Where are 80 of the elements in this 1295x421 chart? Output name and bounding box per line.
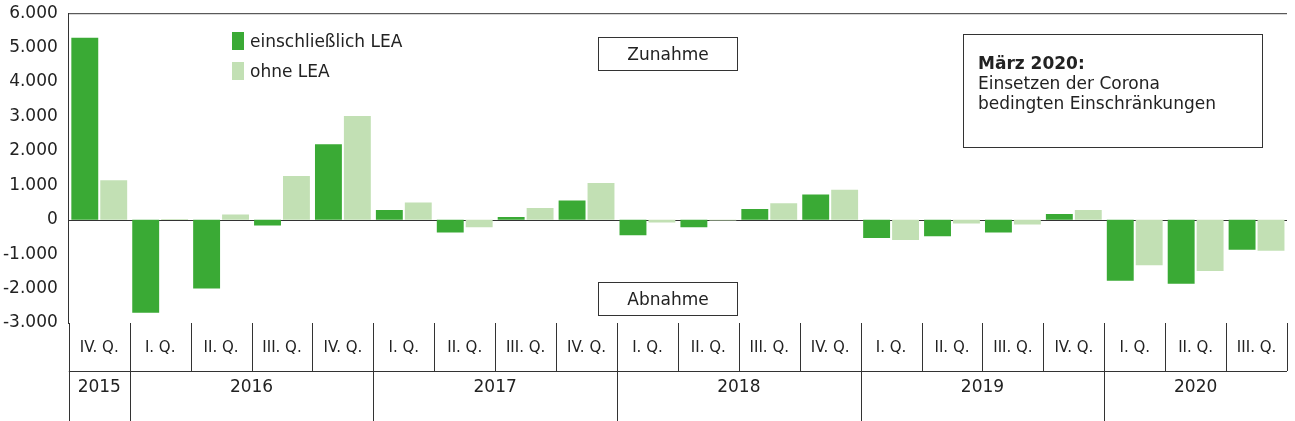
annotation: Einsetzen der Corona bedingten Einschränkungen	[978, 73, 1217, 113]
y-tick-label: 6.000	[9, 1, 58, 22]
bar	[1196, 219, 1224, 272]
bar	[436, 219, 464, 233]
y-tick-label: 2.000	[9, 139, 58, 160]
x-tick-label: III. Q.	[993, 337, 1033, 356]
note-box: März 2020: Einsetzen der Corona bedingten Einschränkungen	[963, 34, 1263, 148]
legend-label: ohne LEA	[250, 61, 330, 81]
x-tick-label: IV. Q.	[323, 337, 363, 356]
y-tick-label: 1.000	[9, 173, 58, 194]
bar	[465, 219, 493, 228]
bar	[984, 219, 1012, 233]
y-tick-label: 4.000	[9, 70, 58, 91]
x-tick-label: III. Q.	[749, 337, 789, 356]
x-tick-label: III. Q.	[262, 337, 302, 356]
x-tick-label: IV. Q.	[79, 337, 119, 356]
x-tick-label: IV. Q.	[567, 337, 606, 356]
y-tick-label: 0	[46, 208, 58, 229]
bar	[100, 180, 128, 220]
bar	[283, 176, 310, 220]
x-tick-label: III. Q.	[1236, 337, 1277, 356]
bar	[404, 202, 432, 220]
text-box: Zunahme	[598, 37, 738, 71]
y-tick-label: -1.000	[2, 242, 58, 263]
bar	[132, 219, 160, 313]
y-tick-label: 5.000	[9, 36, 58, 57]
bar	[924, 219, 951, 237]
x-tick-label: I. Q.	[875, 337, 907, 356]
bar	[863, 219, 891, 238]
bar	[1074, 210, 1102, 220]
bar	[1228, 219, 1256, 250]
x-tick-label: II. Q.	[1178, 337, 1214, 356]
x-tick-label: II. Q.	[934, 337, 970, 356]
bar	[802, 194, 830, 220]
x-tick-label: I. Q.	[388, 337, 420, 356]
y-tick-label: -3.000	[2, 311, 58, 332]
bar	[680, 219, 708, 228]
bar	[1045, 213, 1073, 220]
y-tick-label: 3.000	[9, 104, 58, 125]
bar	[343, 116, 371, 220]
text: 2020	[1174, 376, 1218, 397]
bar	[1135, 219, 1163, 266]
bar	[587, 182, 615, 220]
legend-label: einschließlich LEA	[250, 31, 403, 51]
bar	[71, 37, 99, 220]
bar	[953, 219, 980, 224]
x-tick-label: III. Q.	[505, 337, 546, 356]
bar	[619, 219, 647, 236]
text: 2017	[473, 376, 517, 397]
text: 2019	[960, 376, 1005, 397]
bar	[526, 208, 554, 220]
bar	[222, 214, 249, 220]
text: 2018	[717, 376, 761, 397]
x-tick-label: IV. Q.	[1054, 337, 1094, 356]
x-tick-label: I. Q.	[632, 337, 663, 356]
bar	[892, 219, 920, 241]
bar	[1257, 219, 1285, 251]
bar	[193, 219, 221, 289]
bar	[1106, 219, 1134, 281]
text: 2016	[229, 376, 274, 397]
text-box: Abnahme	[598, 282, 738, 316]
bar	[741, 209, 769, 220]
bar	[375, 210, 403, 220]
bar	[831, 189, 859, 220]
x-tick-label: I. Q.	[1119, 337, 1150, 356]
y-tick-label: -2.000	[2, 277, 58, 297]
x-tick-label: II. Q.	[203, 337, 239, 356]
text: 2015	[77, 376, 121, 397]
bar	[770, 203, 798, 220]
bar	[314, 144, 342, 220]
x-tick-label: II. Q.	[690, 337, 726, 356]
x-tick-label: I. Q.	[144, 337, 176, 356]
bar	[254, 219, 281, 226]
x-tick-label: II. Q.	[447, 337, 483, 356]
bar	[497, 216, 525, 220]
bar	[1167, 219, 1195, 284]
annotation: März 2020:	[978, 53, 1086, 73]
bar	[1013, 219, 1041, 225]
bar	[558, 200, 586, 220]
x-tick-label: IV. Q.	[810, 337, 850, 356]
